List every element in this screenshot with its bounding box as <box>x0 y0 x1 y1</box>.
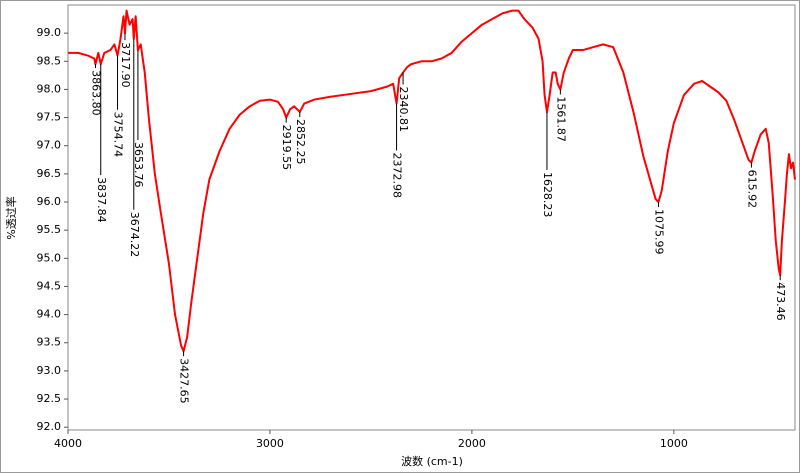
y-tick-label: 96.5 <box>37 167 62 180</box>
peak-label: 2340.81 <box>397 87 410 133</box>
y-tick-label: 97.5 <box>37 111 62 124</box>
plot-area <box>67 4 796 431</box>
y-tick-label: 98.0 <box>37 82 62 95</box>
peak-label: 1075.99 <box>652 209 665 255</box>
peak-label: 3427.65 <box>178 358 191 404</box>
y-tick-label: 99.0 <box>37 26 62 39</box>
spectrum-line <box>68 9 796 353</box>
y-tick-label: 94.0 <box>37 308 62 321</box>
y-tick-label: 92.0 <box>37 420 62 433</box>
y-tick-label: 97.0 <box>37 139 62 152</box>
y-tick-label: 94.5 <box>37 279 62 292</box>
x-axis-label: 波数 (cm-1) <box>401 455 463 468</box>
peak-label: 1628.23 <box>541 172 554 218</box>
y-tick-label: 92.5 <box>37 392 62 405</box>
peak-label: 3653.76 <box>132 142 145 188</box>
peak-label: 3674.22 <box>128 212 141 258</box>
peak-label: 3717.90 <box>119 42 132 88</box>
y-tick-label: 98.5 <box>37 54 62 67</box>
x-tick-label: 2000 <box>458 437 486 450</box>
y-tick-label: 93.0 <box>37 364 62 377</box>
y-tick-label: 95.0 <box>37 251 62 264</box>
y-tick-label: 95.5 <box>37 223 62 236</box>
peak-label: 2919.55 <box>280 125 293 171</box>
x-tick-label: 3000 <box>256 437 284 450</box>
x-tick-label: 1000 <box>660 437 688 450</box>
y-tick-label: 96.0 <box>37 195 62 208</box>
peak-label: 473.46 <box>774 282 787 321</box>
peak-label: 2372.98 <box>391 153 404 199</box>
peak-label: 1561.87 <box>554 96 567 142</box>
x-tick-label: 4000 <box>54 437 82 450</box>
peak-label: 3754.74 <box>112 112 125 158</box>
peak-label: 615.92 <box>745 170 758 209</box>
peak-label: 3863.80 <box>90 70 103 116</box>
y-axis-label: %透过率 <box>4 196 18 239</box>
y-tick-label: 93.5 <box>37 336 62 349</box>
peak-label: 3837.84 <box>95 177 108 223</box>
peak-label: 2852.25 <box>294 119 307 165</box>
